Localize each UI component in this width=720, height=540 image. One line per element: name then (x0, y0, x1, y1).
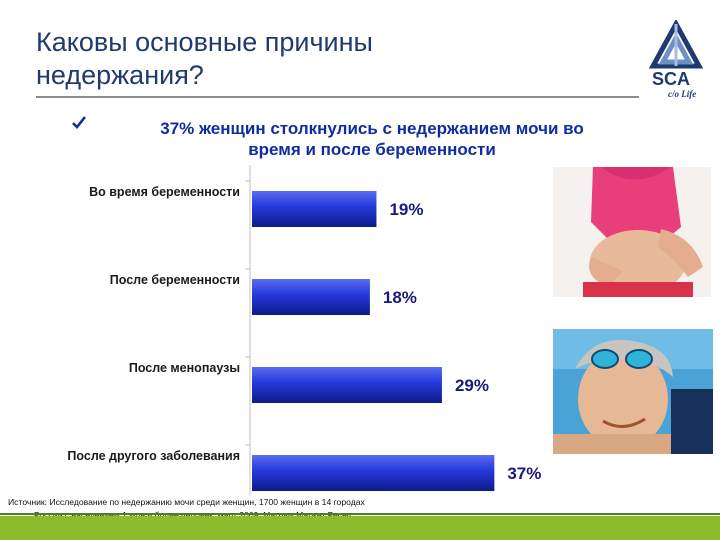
bar-2 (252, 279, 370, 315)
title-line-1: Каковы основные причины (36, 27, 373, 57)
value-label: 37% (507, 464, 541, 483)
sca-logo-icon (648, 20, 704, 69)
title-divider (36, 96, 639, 98)
value-label: 29% (455, 376, 489, 395)
logo-tagline: c/o Life (668, 89, 697, 99)
chart-subtitle: 37% женщин столкнулись с недержанием моч… (72, 118, 672, 160)
bar-1 (252, 191, 377, 227)
category-label: После беременности (110, 273, 240, 287)
value-label: 19% (389, 200, 423, 219)
value-label: 18% (383, 288, 417, 307)
bar-chart: Во время беременности 19% После беременнос… (67, 165, 541, 495)
bar-4 (252, 455, 495, 491)
pregnant-woman-photo (553, 167, 711, 297)
subtitle-line-1: 37% женщин столкнулись с недержанием моч… (160, 119, 584, 138)
footer-divider (0, 513, 720, 515)
category-label: После другого заболевания (67, 449, 240, 463)
footer-bar (0, 516, 720, 540)
subtitle-line-2: время и после беременности (248, 140, 496, 159)
category-label: После менопаузы (129, 361, 240, 375)
title-line-2: недержания? (36, 60, 204, 90)
source-line-1: Источник: Исследование по недержанию моч… (8, 497, 365, 507)
source-line-2: России с населением 1 млн и более челове… (34, 510, 352, 520)
category-label: Во время беременности (89, 185, 240, 199)
swimmer-woman-photo (553, 329, 713, 454)
bar-3 (252, 367, 442, 403)
source-note: Источник: Исследование по недержанию моч… (8, 496, 528, 522)
checkmark-icon (72, 116, 87, 129)
logo-text: SCA (652, 69, 691, 89)
page-title: Каковы основные причины недержания? (36, 26, 596, 92)
